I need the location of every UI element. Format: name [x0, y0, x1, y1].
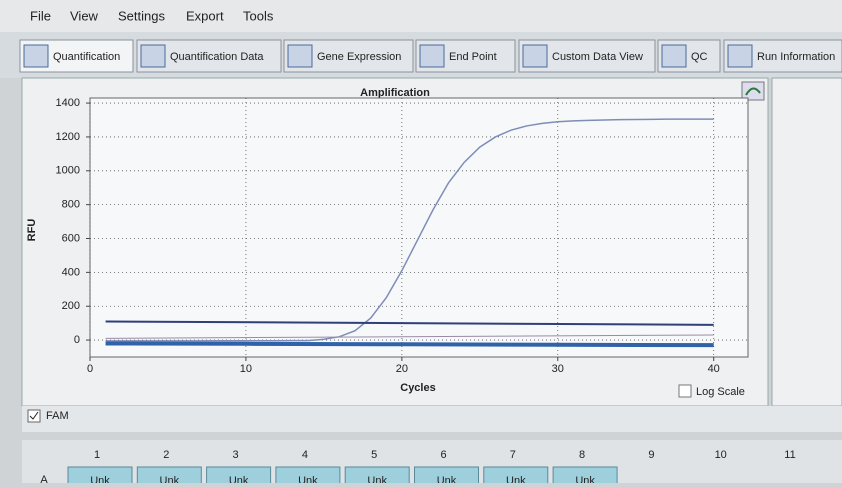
channel-checkbox[interactable]: [28, 410, 40, 422]
plate-column: 7: [510, 449, 516, 461]
x-tick-label: 40: [708, 363, 720, 375]
tab-label[interactable]: Quantification Data: [170, 51, 264, 63]
plate-column: 11: [784, 449, 795, 461]
y-tick-label: 1400: [56, 97, 80, 109]
tab-icon: [728, 45, 752, 67]
side-panel: [772, 78, 842, 406]
plate-column: 4: [302, 449, 308, 461]
y-tick-label: 0: [74, 334, 80, 346]
tab-label[interactable]: Gene Expression: [317, 51, 401, 63]
plate-row: A: [40, 474, 48, 483]
menu-item[interactable]: Export: [186, 8, 224, 23]
log-scale-checkbox[interactable]: [679, 385, 691, 397]
data-line: [106, 343, 714, 345]
y-tick-label: 1000: [56, 165, 80, 177]
y-axis-label: RFU: [26, 219, 38, 242]
well-label: Unk: [229, 475, 249, 483]
tab-icon: [141, 45, 165, 67]
tab-icon: [24, 45, 48, 67]
y-tick-label: 1200: [56, 131, 80, 143]
menu-item[interactable]: Tools: [243, 8, 274, 23]
x-tick-label: 0: [87, 363, 93, 375]
log-scale-label: Log Scale: [696, 386, 745, 398]
chart-tool-button[interactable]: [742, 82, 764, 100]
y-tick-label: 800: [62, 199, 80, 211]
y-tick-label: 600: [62, 232, 80, 244]
well-label: Unk: [160, 475, 180, 483]
x-axis-label: Cycles: [400, 382, 435, 394]
channel-row: [22, 406, 842, 432]
plate-column: 5: [371, 449, 377, 461]
x-tick-label: 10: [240, 363, 252, 375]
tab-label[interactable]: Run Information: [757, 51, 835, 63]
plate-column: 6: [440, 449, 446, 461]
x-tick-label: 30: [552, 363, 564, 375]
menu-item[interactable]: File: [30, 8, 51, 23]
well-label: Unk: [298, 475, 318, 483]
plate-column: 1: [94, 449, 100, 461]
tab-label[interactable]: End Point: [449, 51, 497, 63]
plate-column: 9: [648, 449, 654, 461]
page: FAM Amplification Cycles RFU Log Scale F…: [0, 0, 842, 483]
well-label: Unk: [90, 475, 110, 483]
well-label: Unk: [506, 475, 526, 483]
plate-column: 10: [715, 449, 727, 461]
tab-label[interactable]: Quantification: [53, 51, 120, 63]
plate-column: 2: [163, 449, 169, 461]
tab-icon: [420, 45, 444, 67]
menu-item[interactable]: Settings: [118, 8, 165, 23]
y-tick-label: 400: [62, 266, 80, 278]
menu-item[interactable]: View: [70, 8, 99, 23]
well-label: Unk: [437, 475, 457, 483]
y-tick-label: 200: [62, 300, 80, 312]
tab-label[interactable]: QC: [691, 51, 708, 63]
chart-title: Amplification: [360, 87, 430, 99]
well-label: Unk: [575, 475, 595, 483]
well-label: Unk: [367, 475, 387, 483]
tab-icon: [523, 45, 547, 67]
plate-column: 3: [233, 449, 239, 461]
tab-icon: [662, 45, 686, 67]
tab-icon: [288, 45, 312, 67]
channel-label: FAM: [46, 410, 69, 422]
x-tick-label: 20: [396, 363, 408, 375]
plate-column: 8: [579, 449, 585, 461]
screen: FAM Amplification Cycles RFU Log Scale F…: [0, 0, 842, 483]
tab-label[interactable]: Custom Data View: [552, 51, 643, 63]
